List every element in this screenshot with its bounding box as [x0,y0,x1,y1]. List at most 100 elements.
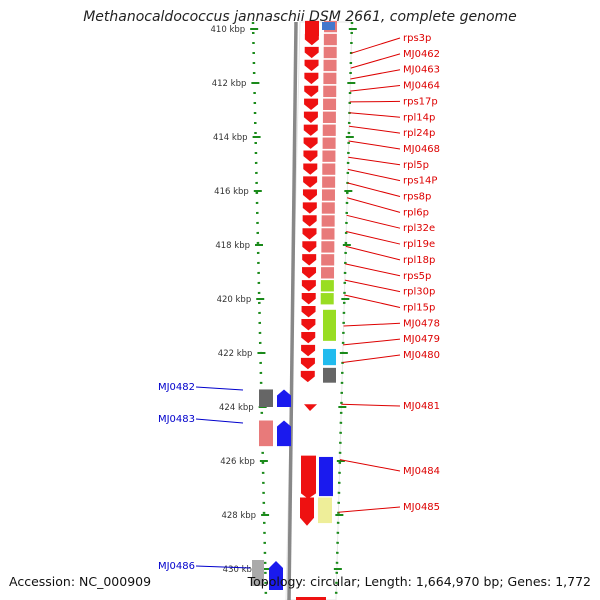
genome-backbone [287,21,298,600]
forward-gene-arrow [304,85,319,98]
gene-label-mj0468[interactable]: MJ0468 [403,144,440,155]
gene-label-mj0464[interactable]: MJ0464 [403,81,440,92]
forward-gene-arrow [302,267,317,279]
protein-domain-bar [323,33,337,46]
gene-leader-line [347,197,401,213]
topology-summary: Topology: circular; Length: 1,664,970 bp… [247,574,591,589]
gene-label-rps17p[interactable]: rps17p [403,96,438,107]
gene-label-mj0481[interactable]: MJ0481 [403,401,440,412]
gene-leader-line [195,386,244,391]
protein-domain-bar [320,293,334,305]
gene-leader-line [343,322,401,327]
gene-label-mj0484[interactable]: MJ0484 [403,466,440,477]
accession-label: Accession: NC_000909 [9,574,152,589]
gene-label-rps3p[interactable]: rps3p [403,33,431,44]
protein-domain-bar [321,189,335,201]
gene-leader-line [347,168,401,182]
forward-gene-arrow [304,59,319,72]
protein-domain-bar [321,241,335,253]
protein-domain-bar [322,22,335,30]
forward-gene-arrow [301,344,316,357]
gene-leader-line [345,263,401,277]
gene-leader-line [346,231,401,245]
gene-label-mj0479[interactable]: MJ0479 [403,334,440,345]
gene-label-mj0462[interactable]: MJ0462 [403,49,440,60]
gene-label-rpl15p[interactable]: rpl15p [403,302,435,313]
protein-domain-bar [323,85,337,98]
protein-domain-bar [321,202,335,214]
forward-gene-arrow [303,111,318,123]
protein-domain-bar [322,150,336,162]
forward-gene-arrow [301,293,316,305]
ruler-label: 416 kbp [214,187,249,197]
gene-label-rpl6p[interactable]: rpl6p [403,207,429,218]
forward-gene-arrow [301,306,316,318]
gene-label-rpl14p[interactable]: rpl14p [403,112,435,123]
gene-leader-line [349,100,401,103]
gene-label-rpl24p[interactable]: rpl24p [403,128,435,139]
protein-domain-bar [319,456,333,497]
gene-label-rpl32e[interactable]: rpl32e [403,223,435,234]
gene-leader-line [350,69,401,80]
forward-gene-arrow [304,404,317,412]
gene-label-mj0483[interactable]: MJ0483 [158,414,195,425]
protein-domain-bar [259,420,273,447]
forward-gene-arrow [302,202,317,214]
protein-domain-bar [322,163,336,175]
protein-domain-bar [323,98,337,110]
protein-domain-bar [321,228,335,240]
gene-leader-line [350,37,401,54]
ruler-label: 418 kbp [215,241,250,251]
protein-domain-bar [322,124,336,136]
gene-label-mj0486[interactable]: MJ0486 [158,561,195,572]
gene-leader-line [350,85,401,92]
protein-domain-bar [320,280,334,292]
gene-leader-line [343,338,401,346]
ruler-line-left [251,21,268,600]
genome-title: Methanocaldococcus jannaschii DSM 2661, … [83,9,517,25]
gene-label-rps8p[interactable]: rps8p [403,192,431,203]
forward-gene-arrow [303,150,318,162]
protein-domain-bar [323,59,337,72]
gene-leader-line [342,354,401,363]
protein-domain-bar [322,176,336,188]
gene-label-mj0482[interactable]: MJ0482 [158,382,195,393]
forward-gene-arrow [303,124,318,136]
ruler-label: 412 kbp [212,79,247,89]
protein-domain-bar [321,215,335,227]
gene-leader-line [344,294,401,308]
ruler-label: 410 kbp [211,25,246,35]
forward-gene-arrow [302,215,317,227]
gene-label-rpl18p[interactable]: rpl18p [403,255,435,266]
gene-leader-line [344,279,401,293]
protein-domain-bar [322,137,336,149]
forward-gene-arrow [304,72,319,85]
ruler-label: 424 kbp [219,403,254,413]
gene-label-mj0478[interactable]: MJ0478 [403,318,440,329]
ruler-label: 414 kbp [213,133,248,143]
gene-leader-line [347,182,401,197]
gene-leader-line [341,403,401,407]
forward-gene-arrow [304,33,319,46]
ruler-line-right [334,21,354,600]
reverse-gene-arrow [277,420,291,447]
forward-gene-arrow [301,455,316,499]
gene-label-mj0463[interactable]: MJ0463 [403,65,440,76]
gene-label-mj0485[interactable]: MJ0485 [403,502,440,513]
forward-gene-arrow [304,46,319,59]
forward-gene-arrow [301,280,316,292]
gene-label-rpl5p[interactable]: rpl5p [403,160,429,171]
forward-gene-arrow [302,189,317,201]
gene-label-rps14p[interactable]: rps14P [403,176,437,187]
gene-label-rps5p[interactable]: rps5p [403,271,431,282]
protein-domain-bar [323,72,337,85]
gene-label-mj0480[interactable]: MJ0480 [403,350,440,361]
gene-leader-line [195,418,244,424]
protein-domain-bar [323,367,336,383]
gene-label-rpl30p[interactable]: rpl30p [403,287,435,298]
ruler-label: 426 kbp [220,457,255,467]
gene-leader-line [349,125,401,134]
forward-gene-arrow [304,98,319,110]
gene-label-rpl19e[interactable]: rpl19e [403,239,435,250]
